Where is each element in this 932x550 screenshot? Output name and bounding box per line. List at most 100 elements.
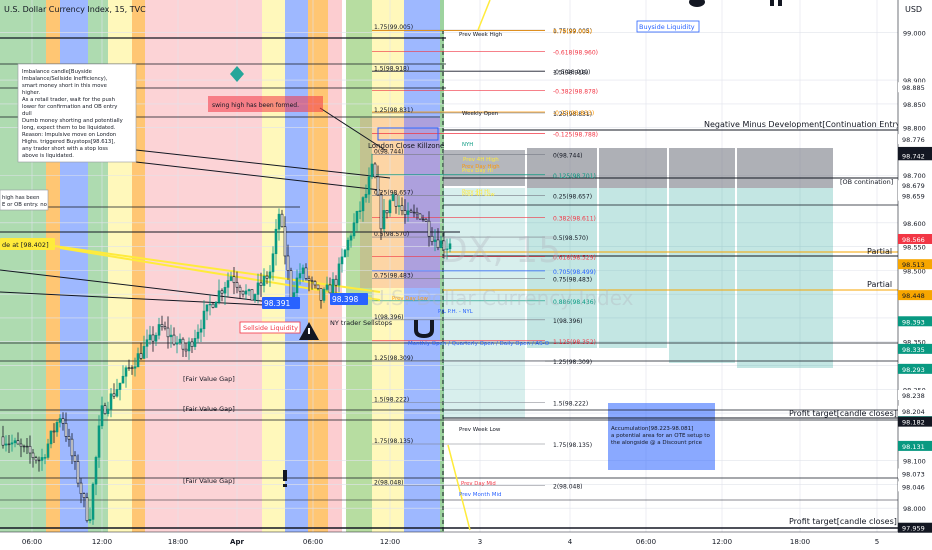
candle-body-127: [382, 210, 386, 230]
ote-zone-box-3: [669, 148, 735, 188]
ote-label-8: 0.618(98.529): [553, 255, 596, 262]
candle-body-37: [112, 393, 116, 397]
partial-label-2: Partial: [867, 280, 892, 289]
time-tick-0: 06:00: [22, 538, 42, 546]
partial-label-1: Partial: [867, 247, 892, 256]
currency-label: USD: [905, 5, 922, 14]
swing-pointer: [319, 107, 386, 151]
candle-body-30: [91, 483, 95, 520]
candle-body-141: [424, 219, 428, 222]
candle-body-28: [85, 497, 89, 521]
candle-body-73: [220, 290, 224, 294]
candle-body-12: [37, 459, 41, 462]
time-axis-bg: [0, 532, 898, 550]
price-label-bg-25: [898, 468, 932, 479]
eye-icon: [689, 0, 705, 7]
candle-body-142: [427, 220, 431, 237]
candle-body-47: [142, 346, 146, 359]
candle-body-140: [421, 218, 425, 221]
candle-body-89: [268, 271, 272, 279]
candle-body-74: [223, 287, 227, 294]
candle-body-11: [34, 457, 38, 461]
candle-body-88: [265, 275, 269, 279]
candle-body-68: [205, 304, 209, 312]
price-label-bg-0: [898, 82, 932, 93]
candle-body-93: [280, 213, 284, 228]
price-label-14: 98.448: [902, 292, 925, 300]
candle-body-45: [136, 353, 140, 368]
target-zone-3: [599, 188, 667, 348]
note-pointer-2: [135, 149, 391, 179]
fib-label-left-10: 1.75(98.135): [374, 438, 413, 445]
candle-body-147: [442, 240, 446, 251]
candle-body-84: [253, 294, 257, 301]
fib-label-2: 1.25(98.831): [553, 111, 592, 118]
candle-body-21: [64, 422, 68, 437]
time-axis[interactable]: 06:00 12:00 18:00 Apr 06:00 12:00 3 4 06:00 12:00…: [0, 531, 898, 550]
swing-box: [208, 96, 323, 112]
imbalance-line-11: any trader short with a stop loss: [22, 146, 108, 152]
price-label-25: 98.073: [902, 470, 925, 478]
price-tick-10: 98.350: [903, 339, 926, 347]
fib-label-left-8: 1.25(98.309): [374, 355, 413, 362]
session-bands: [0, 0, 444, 532]
imbalance-line-4: As a retail trader, wait for the push: [22, 97, 115, 103]
candle-body-99: [298, 273, 302, 279]
ote-label-6: 0.125(98.701): [553, 173, 596, 180]
candle-body-96: [289, 270, 293, 299]
candle-body-114: [343, 249, 347, 258]
candle-body-4: [13, 440, 17, 444]
candle-body-130: [391, 194, 395, 201]
time-tick-3: Apr: [230, 538, 244, 546]
candle-body-137: [412, 211, 416, 214]
imbalance-line-1: Imbalance/Sellside Inefficiency),: [22, 76, 108, 82]
box-391: 98.391: [264, 299, 290, 308]
candle-body-51: [154, 334, 158, 342]
price-tick-1: 98.900: [903, 77, 926, 85]
accumulation-line-2: the alongside @ a Discount price: [611, 440, 703, 446]
candle-body-29: [88, 519, 92, 521]
candle-body-53: [160, 324, 164, 327]
candle-body-81: [244, 290, 248, 295]
candle-body-126: [379, 194, 383, 230]
candle-body-16: [49, 430, 53, 445]
fib-label-left-1: 1.5(98.918): [374, 66, 409, 73]
price-label-13: 98.513: [902, 261, 925, 269]
annotations: Buyside Liquidity Negative Minus Developm…: [0, 0, 904, 526]
small-label-3: Prev Day Low: [392, 296, 428, 302]
box-398-bg: [330, 293, 368, 305]
diamond-icon: [230, 66, 244, 82]
candle-body-49: [148, 334, 152, 341]
candle-body-27: [82, 493, 86, 498]
session-band-14: [440, 0, 444, 532]
price-axis[interactable]: 99.000 98.900 98.850 98.800 98.700 98.600 98.5…: [897, 0, 932, 550]
candle-body-148: [445, 248, 449, 251]
time-tick-8: 06:00: [636, 538, 656, 546]
candle-body-143: [430, 235, 434, 242]
candle-body-72: [217, 290, 221, 303]
candle-body-6: [19, 443, 23, 447]
candle-body-26: [79, 482, 83, 494]
candle-body-106: [319, 288, 323, 301]
candle-body-33: [100, 405, 104, 427]
fib-label-left-6: 0.75(98.483): [374, 272, 413, 279]
price-tick-2: 98.850: [903, 101, 926, 109]
candle-body-87: [262, 275, 266, 286]
ote-label-2: -0.5(98.919): [553, 69, 590, 76]
candle-body-23: [70, 438, 74, 457]
box-398: 98.398: [332, 295, 358, 304]
candle-body-110: [331, 278, 335, 294]
ote-label-10: 0.886(98.436): [553, 299, 596, 306]
candle-body-79: [238, 286, 242, 292]
killzone-band: [360, 118, 440, 288]
price-label-6: 98.679: [902, 182, 925, 190]
session-band-6: [145, 0, 262, 532]
target-zone-2: [527, 188, 597, 348]
fib-label-5: 0.5(98.570): [553, 235, 588, 242]
price-label-15: 98.393: [902, 318, 925, 326]
candle-body-19: [58, 418, 62, 423]
fib-label-6: 0.75(98.483): [553, 276, 592, 283]
candle-body-111: [334, 278, 338, 286]
ob-label: [OB contination]: [840, 178, 893, 186]
